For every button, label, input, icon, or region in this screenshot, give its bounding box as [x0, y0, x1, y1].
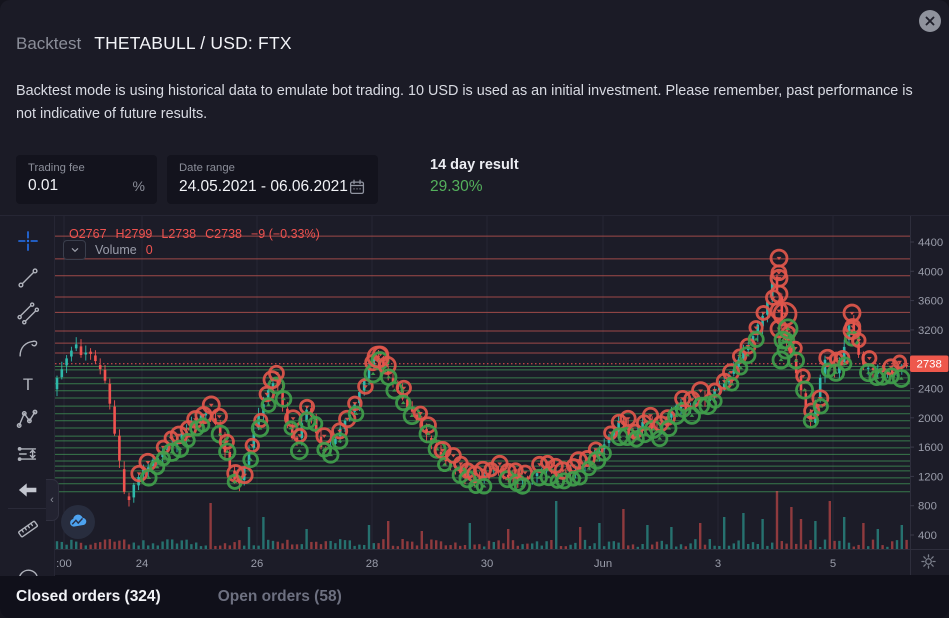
- tool-fib-lines[interactable]: [13, 298, 43, 328]
- tool-text[interactable]: T: [13, 369, 43, 399]
- arrow-left-icon: [18, 483, 37, 497]
- close-icon: [925, 16, 935, 26]
- svg-text:1200: 1200: [918, 471, 943, 483]
- svg-text:24: 24: [136, 558, 149, 570]
- ohlc-low: L2738: [161, 227, 197, 241]
- tab-closed-orders[interactable]: Closed orders (324): [16, 587, 161, 605]
- svg-text:3200: 3200: [918, 325, 943, 337]
- fib-lines-icon: [17, 302, 40, 325]
- tab-open-orders[interactable]: Open orders (58): [217, 587, 342, 605]
- ohlc-open: O2767: [69, 227, 107, 241]
- pair-title: THETABULL / USD: FTX: [94, 33, 292, 53]
- xabcd-pattern-icon: [16, 409, 38, 428]
- svg-text::00: :00: [56, 558, 72, 570]
- svg-text:3600: 3600: [918, 296, 943, 308]
- svg-text:4000: 4000: [918, 266, 943, 278]
- chart-settings-gear-icon[interactable]: [917, 550, 939, 572]
- order-markers-layer: [130, 248, 911, 495]
- long-position-icon: [17, 446, 37, 462]
- tool-brush[interactable]: [13, 333, 43, 363]
- svg-text:2738: 2738: [917, 359, 942, 371]
- svg-text:800: 800: [918, 501, 937, 513]
- date-range-field[interactable]: Date range 24.05.2021 - 06.06.2021: [167, 155, 378, 204]
- toolbar-separator: [8, 508, 47, 509]
- drawing-toolbar: T: [0, 216, 55, 576]
- backtest-description: Backtest mode is using historical data t…: [16, 83, 913, 123]
- svg-text:T: T: [23, 375, 33, 394]
- chart-region: 4400400036003200280024002000160012008004…: [0, 215, 949, 576]
- svg-text:1600: 1600: [918, 442, 943, 454]
- svg-text:4400: 4400: [918, 237, 943, 249]
- svg-text:30: 30: [481, 558, 494, 570]
- trend-line-icon: [18, 268, 38, 288]
- cloud-chart-icon: [70, 514, 87, 527]
- toolbar-collapse-handle[interactable]: ‹: [46, 479, 59, 521]
- chart-logo[interactable]: [61, 505, 95, 539]
- modal-title: Backtest: [16, 34, 82, 53]
- result-value: 29.30%: [430, 178, 483, 195]
- orders-tabs-bar: Closed orders (324) Open orders (58): [0, 575, 949, 618]
- tool-xabcd-pattern[interactable]: [13, 404, 43, 434]
- indicator-collapse-button[interactable]: [63, 240, 86, 260]
- svg-text:2000: 2000: [918, 413, 943, 425]
- tool-arrow-left[interactable]: [13, 475, 43, 505]
- tool-long-position[interactable]: [13, 439, 43, 469]
- arc-icon: [19, 569, 38, 576]
- trading-fee-value[interactable]: 0.01: [28, 177, 59, 194]
- volume-layer: [55, 491, 908, 549]
- ohlc-high: H2799: [115, 227, 153, 241]
- date-range-value[interactable]: 24.05.2021 - 06.06.2021: [179, 178, 348, 195]
- calendar-icon[interactable]: [348, 177, 366, 197]
- brush-icon: [19, 340, 38, 357]
- date-range-label: Date range: [179, 162, 235, 174]
- chevron-down-icon: [71, 248, 78, 252]
- trading-fee-unit: %: [132, 178, 145, 194]
- svg-text:28: 28: [366, 558, 379, 570]
- ohlc-close: C2738: [205, 227, 242, 241]
- price-axis[interactable]: 4400400036003200280024002000160012008004…: [910, 216, 949, 576]
- grid-layer: [63, 216, 834, 549]
- result-label: 14 day result: [430, 157, 519, 173]
- svg-text:3: 3: [715, 558, 721, 570]
- trading-fee-field[interactable]: Trading fee 0.01 %: [16, 155, 157, 204]
- svg-text:Jun: Jun: [594, 558, 612, 570]
- ruler-icon: [18, 520, 38, 538]
- crosshair-icon: [18, 231, 38, 251]
- ohlc-change: −9 (−0.33%): [250, 227, 320, 241]
- volume-value: 0: [145, 243, 153, 257]
- svg-text:26: 26: [251, 558, 264, 570]
- trading-fee-label: Trading fee: [28, 162, 85, 174]
- close-button[interactable]: [919, 10, 941, 32]
- tool-crosshair[interactable]: [13, 226, 43, 256]
- tool-arc[interactable]: [13, 553, 43, 576]
- svg-text:5: 5: [830, 558, 836, 570]
- price-chart[interactable]: 4400400036003200280024002000160012008004…: [55, 216, 949, 576]
- svg-text:400: 400: [918, 530, 937, 542]
- volume-indicator-row: Volume 0: [63, 240, 153, 260]
- svg-text:2400: 2400: [918, 384, 943, 396]
- ohlc-info: O2767 H2799 L2738 C2738 −9 (−0.33%): [69, 227, 329, 242]
- grid-levels-layer: [55, 235, 910, 493]
- tool-ruler[interactable]: [13, 514, 43, 544]
- result-block: 14 day result 29.30%: [430, 157, 519, 196]
- text-icon: T: [23, 375, 33, 394]
- time-axis[interactable]: :00 24 26 28 30 Jun 3 5: [55, 549, 949, 571]
- modal-header: Backtest THETABULL / USD: FTX: [16, 33, 292, 54]
- tool-trend-line[interactable]: [13, 263, 43, 293]
- volume-label: Volume: [95, 243, 137, 257]
